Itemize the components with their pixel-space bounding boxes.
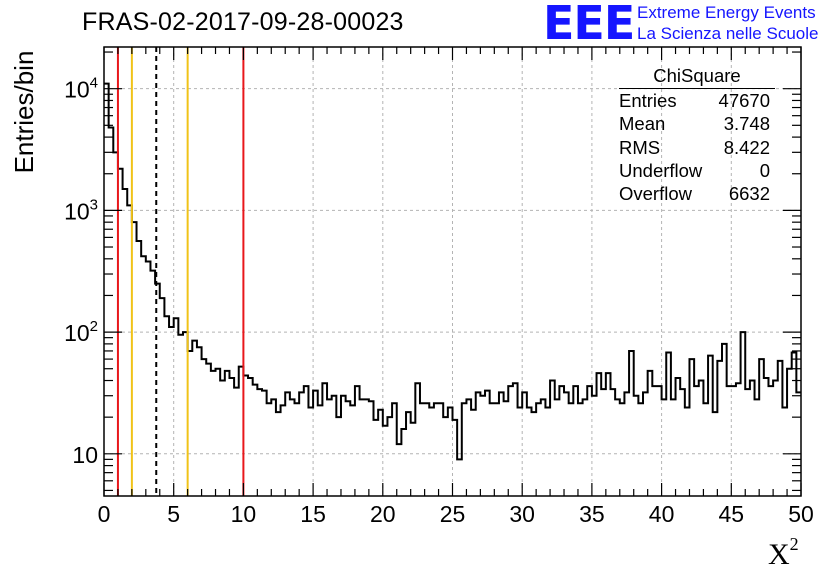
logo-line-1: Extreme Energy Events	[637, 3, 816, 22]
x-tick-label: 25	[440, 501, 466, 527]
y-tick-exponent: 3	[90, 196, 98, 213]
stats-label: Underflow	[619, 159, 703, 181]
stats-row-overflow: Overflow 6632	[609, 182, 773, 205]
logo-line-2: La Scienza nelle Scuole	[637, 24, 819, 43]
stats-title: ChiSquare	[619, 64, 775, 89]
x-tick-label: 10	[231, 501, 257, 527]
y-tick-label: 10	[72, 442, 98, 468]
y-tick-label: 102	[64, 318, 98, 346]
x-tick-label: 40	[649, 501, 675, 527]
x-tick-label: 50	[788, 501, 814, 527]
y-tick-base: 10	[64, 198, 90, 224]
y-tick-base: 10	[64, 77, 90, 103]
y-tick-base: 10	[64, 320, 90, 346]
x-axis-label-base: X	[768, 538, 790, 571]
x-tick-label: 15	[300, 501, 326, 527]
chart-title: FRAS-02-2017-09-28-00023	[82, 8, 404, 36]
stats-label: Overflow	[619, 183, 692, 205]
y-tick-exponent: 2	[90, 318, 98, 335]
histogram-series	[104, 82, 801, 461]
eee-logo: EEE	[543, 0, 635, 50]
x-tick-label: 0	[98, 501, 111, 527]
x-tick-label: 20	[370, 501, 396, 527]
x-tick-label: 45	[719, 501, 745, 527]
y-tick-label: 104	[64, 75, 98, 103]
x-tick-label: 5	[167, 501, 180, 527]
stats-value: 8.422	[723, 136, 770, 158]
stats-label: Mean	[619, 113, 666, 135]
y-tick-exponent: 4	[90, 75, 98, 92]
stats-value: 47670	[718, 90, 770, 111]
stats-row-entries: Entries 47670	[609, 89, 773, 112]
y-tick-label: 103	[64, 196, 98, 224]
stats-label: RMS	[619, 136, 661, 158]
stats-label: Entries	[619, 90, 677, 111]
stats-row-underflow: Underflow 0	[609, 159, 773, 182]
stats-box: ChiSquare Entries 47670 Mean 3.748 RMS 8…	[609, 64, 775, 205]
stats-row-mean: Mean 3.748	[609, 112, 773, 135]
stats-value: 6632	[728, 183, 770, 205]
stats-row-rms: RMS 8.422	[609, 136, 773, 159]
stats-value: 0	[759, 159, 770, 181]
stats-value: 3.748	[723, 113, 770, 135]
x-axis-label: X2	[768, 534, 799, 571]
x-axis-label-exponent: 2	[790, 534, 799, 554]
x-tick-label: 35	[579, 501, 605, 527]
x-tick-label: 30	[509, 501, 535, 527]
y-axis-label: Entries/bin	[9, 51, 39, 174]
